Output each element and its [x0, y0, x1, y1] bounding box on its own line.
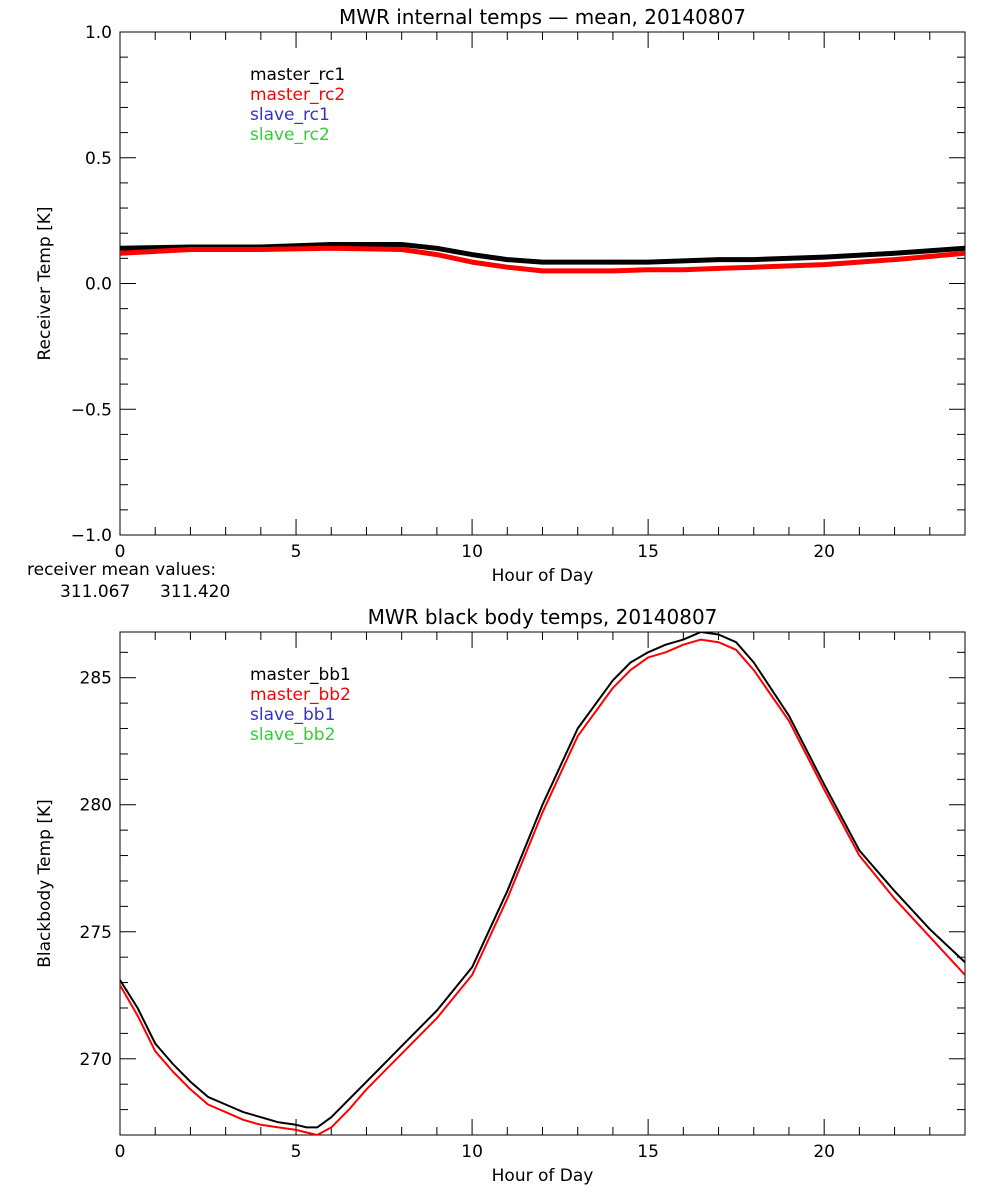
legend-entry-slave_rc1: slave_rc1	[250, 105, 330, 125]
y-tick-label: −0.5	[71, 400, 112, 420]
plot-frame	[119, 31, 966, 536]
y-tick-label: 285	[80, 669, 112, 689]
x-axis-label: Hour of Day	[492, 1166, 594, 1186]
series-line-master_rc2	[120, 245, 965, 274]
y-tick-label: 1.0	[85, 23, 112, 43]
annotation-value: 311.420	[160, 582, 230, 602]
x-axis: 0 5 10 15 20 Hour of Day	[115, 32, 966, 586]
x-tick-label: 20	[813, 1142, 835, 1162]
series-line-master_bb1	[120, 632, 965, 1129]
legend-entry-slave_bb1: slave_bb1	[250, 705, 335, 725]
y-axis: 270 275 280 285 Blackbody Temp [K]	[35, 651, 965, 1136]
y-tick-label: 280	[80, 796, 112, 816]
y-tick-label: 0.0	[85, 275, 112, 295]
x-tick-label: 10	[461, 542, 483, 562]
y-axis: −1.0 −0.5 0.0 0.5 1.0 Receiver Temp [K]	[35, 23, 965, 546]
y-tick-label: 0.5	[85, 149, 112, 169]
y-tick-label: −1.0	[71, 526, 112, 546]
x-tick-label: 5	[291, 1142, 302, 1162]
x-tick-label: 5	[291, 542, 302, 562]
legend-entry-master_rc1: master_rc1	[250, 65, 345, 85]
y-axis-label: Receiver Temp [K]	[35, 206, 55, 360]
blackbody-chart: MWR black body temps, 20140807 0 5 10 15 20 Ho…	[35, 605, 966, 1186]
legend-entry-slave_bb2: slave_bb2	[250, 725, 335, 745]
annotation-label: receiver mean values:	[27, 560, 216, 580]
x-tick-label: 20	[813, 542, 835, 562]
legend-entry-master_rc2: master_rc2	[250, 85, 345, 105]
receiver-chart: MWR internal temps — mean, 20140807 0 5 10 1…	[27, 5, 966, 602]
x-tick-label: 0	[115, 542, 126, 562]
receiver-mean-annotation: receiver mean values:311.067 311.420	[27, 560, 230, 602]
y-tick-label: 270	[80, 1050, 112, 1070]
chart-title: MWR black body temps, 20140807	[368, 605, 718, 629]
chart-title: MWR internal temps — mean, 20140807	[339, 5, 746, 29]
legend-entry-slave_rc2: slave_rc2	[250, 125, 330, 145]
x-tick-label: 10	[461, 1142, 483, 1162]
x-axis-label: Hour of Day	[492, 566, 594, 586]
legend-entry-master_bb2: master_bb2	[250, 685, 351, 705]
annotation-value: 311.067	[60, 582, 130, 602]
x-tick-label: 0	[115, 1142, 126, 1162]
x-tick-label: 15	[637, 542, 659, 562]
plot-frame	[119, 631, 966, 1136]
y-tick-label: 275	[80, 923, 112, 943]
y-axis-label: Blackbody Temp [K]	[35, 799, 55, 968]
x-axis: 0 5 10 15 20 Hour of Day	[115, 632, 966, 1186]
series-line-master_bb2	[120, 638, 965, 1135]
x-tick-label: 15	[637, 1142, 659, 1162]
legend-entry-master_bb1: master_bb1	[250, 665, 351, 685]
series-line-master_rc1	[120, 242, 965, 265]
